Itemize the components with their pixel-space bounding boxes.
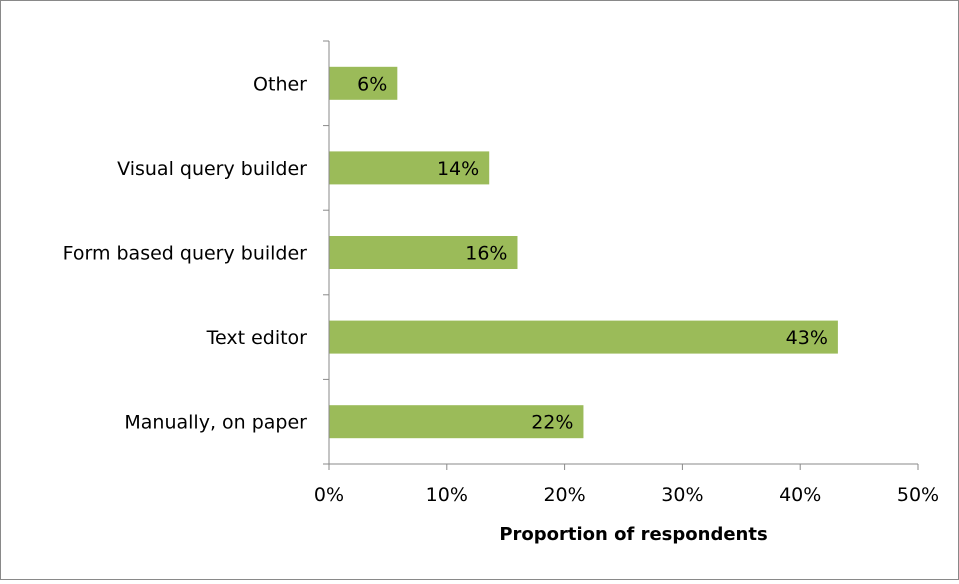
category-label: Text editor — [206, 327, 308, 349]
category-label: Form based query builder — [63, 243, 308, 265]
x-axis-title: Proportion of respondents — [499, 524, 767, 545]
x-axis-ticks: 0% 10% 20% 30% 40% 50% — [314, 464, 939, 506]
data-label: 14% — [437, 158, 479, 180]
bar — [329, 236, 518, 269]
bar — [329, 66, 398, 100]
data-label: 6% — [357, 73, 387, 95]
bar — [329, 405, 584, 439]
data-label: 22% — [531, 412, 573, 434]
x-tick-label: 10% — [426, 484, 468, 506]
bar — [329, 320, 838, 354]
data-label: 43% — [786, 327, 828, 349]
category-labels: Manually, on paper Text editor Form based … — [63, 73, 308, 433]
x-tick-label: 0% — [314, 484, 344, 506]
x-tick-label: 40% — [779, 484, 821, 506]
axes — [323, 40, 918, 465]
data-label: 16% — [465, 243, 507, 265]
category-label: Manually, on paper — [124, 412, 307, 434]
bars-group: 22% 43% 16% 14% 6% — [329, 66, 838, 439]
x-tick-label: 20% — [543, 484, 585, 506]
x-tick-label: 50% — [897, 484, 939, 506]
category-label: Visual query builder — [117, 158, 307, 180]
x-tick-label: 30% — [661, 484, 703, 506]
category-label: Other — [253, 73, 307, 95]
bar — [329, 151, 490, 185]
